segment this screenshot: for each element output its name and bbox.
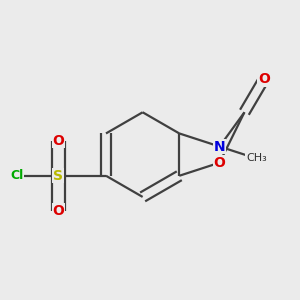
Text: CH₃: CH₃: [246, 154, 267, 164]
Text: O: O: [258, 72, 270, 86]
Text: S: S: [53, 169, 63, 183]
Text: O: O: [52, 134, 64, 148]
Text: O: O: [52, 204, 64, 218]
Text: O: O: [214, 156, 226, 170]
Text: N: N: [214, 140, 225, 154]
Text: Cl: Cl: [10, 169, 23, 182]
